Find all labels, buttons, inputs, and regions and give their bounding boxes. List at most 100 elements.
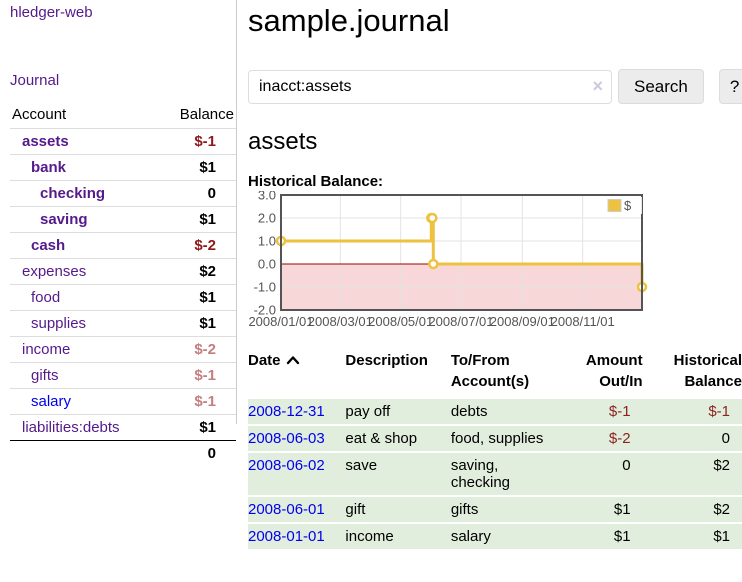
account-row: food $1 bbox=[10, 285, 236, 311]
register-header-accounts-line2: Account(s) bbox=[450, 373, 530, 390]
transaction-date-link[interactable]: 2008-06-02 bbox=[248, 457, 325, 474]
register-header-description: Description bbox=[345, 350, 450, 399]
account-link[interactable]: salary bbox=[31, 393, 72, 410]
page-title: sample.journal bbox=[248, 3, 450, 38]
transaction-accounts-cell: saving, checking bbox=[451, 452, 573, 496]
balance-chart-svg[interactable]: $3.0 2.0 1.0 0.0 -1.0 -2.02008/01/012008/03/0… bbox=[248, 188, 742, 333]
svg-text:3.0: 3.0 bbox=[258, 191, 276, 203]
transaction-balance: $-1 bbox=[708, 403, 730, 420]
transaction-accounts: gifts bbox=[450, 501, 479, 518]
account-cell: food bbox=[10, 285, 123, 311]
account-row: saving $1 bbox=[10, 207, 236, 233]
transaction-balance: $1 bbox=[713, 528, 730, 545]
register-header-amount: Amount Out/In bbox=[573, 350, 643, 399]
transaction-accounts: saving, checking bbox=[450, 457, 511, 491]
account-row: gifts $-1 bbox=[10, 363, 236, 389]
historical-balance-chart[interactable]: $3.0 2.0 1.0 0.0 -1.0 -2.0 2008/01/01 2008/03/0… bbox=[248, 188, 742, 333]
svg-text:2008/05/01: 2008/05/01 bbox=[368, 314, 433, 329]
account-cell: checking bbox=[10, 181, 123, 207]
register-table: Date Description To/From Account(s) Amou… bbox=[248, 350, 742, 551]
svg-text:2.0: 2.0 bbox=[258, 211, 276, 226]
account-link[interactable]: gifts bbox=[31, 367, 59, 384]
search-input[interactable] bbox=[248, 69, 612, 104]
account-link[interactable]: expenses bbox=[22, 263, 87, 280]
register-row: 2008-12-31 pay off debts $-1 $-1 bbox=[248, 399, 742, 425]
accounts-header-balance: Balance bbox=[123, 102, 236, 129]
transaction-date-cell: 2008-06-03 bbox=[248, 425, 345, 452]
transaction-accounts: food, supplies bbox=[450, 430, 544, 447]
legend-swatch-icon bbox=[607, 199, 622, 212]
search-input-wrap: × bbox=[248, 69, 612, 104]
account-balance: 0 bbox=[207, 185, 216, 202]
account-link[interactable]: food bbox=[31, 289, 61, 306]
sidebar-item-journal[interactable]: Journal bbox=[10, 72, 60, 89]
transaction-description: income bbox=[345, 528, 394, 545]
help-button[interactable]: ? bbox=[718, 69, 742, 104]
transaction-balance: 0 bbox=[721, 430, 730, 447]
clear-search-icon[interactable]: × bbox=[592, 75, 603, 96]
search-form: × Search ? bbox=[248, 69, 742, 104]
account-link[interactable]: supplies bbox=[31, 315, 87, 332]
account-row: income $-2 bbox=[10, 337, 236, 363]
account-link[interactable]: assets bbox=[22, 133, 69, 150]
transaction-accounts: salary bbox=[450, 528, 491, 545]
transaction-balance: $2 bbox=[713, 501, 730, 518]
transaction-date-link[interactable]: 2008-12-31 bbox=[248, 403, 325, 420]
register-header-balance-line1: Historical bbox=[673, 352, 742, 369]
register-header-row: Date Description To/From Account(s) Amou… bbox=[248, 350, 742, 399]
transaction-accounts-cell: food, supplies bbox=[451, 425, 573, 452]
register-row: 2008-06-02 save saving, checking 0 $2 bbox=[248, 452, 742, 496]
transaction-date-link[interactable]: 2008-06-01 bbox=[248, 501, 325, 518]
account-balance: $1 bbox=[199, 419, 216, 436]
register-header-amount-line1: Amount bbox=[585, 352, 643, 369]
account-cell: expenses bbox=[10, 259, 123, 285]
account-heading: assets bbox=[248, 128, 318, 155]
account-cell: saving bbox=[10, 207, 123, 233]
register-row: 2008-06-03 eat & shop food, supplies $-2… bbox=[248, 425, 742, 452]
account-balance: $-1 bbox=[194, 133, 216, 150]
transaction-date-cell: 2008-06-01 bbox=[248, 496, 345, 523]
account-link[interactable]: income bbox=[22, 341, 71, 358]
transaction-date-cell: 2008-06-02 bbox=[248, 452, 345, 496]
account-link[interactable]: bank bbox=[31, 159, 67, 176]
register-header-date[interactable]: Date bbox=[248, 350, 345, 399]
accounts-total-balance: 0 bbox=[207, 445, 216, 462]
register-header-accounts-line1: To/From bbox=[450, 352, 510, 369]
account-balance: $1 bbox=[199, 159, 216, 176]
app-brand-link[interactable]: hledger-web bbox=[10, 4, 93, 21]
search-button[interactable]: Search bbox=[618, 69, 704, 104]
account-link[interactable]: liabilities:debts bbox=[22, 419, 120, 436]
account-balance: $-1 bbox=[194, 393, 216, 410]
transaction-date-link[interactable]: 2008-01-01 bbox=[248, 528, 325, 545]
account-row: checking 0 bbox=[10, 181, 236, 207]
account-link[interactable]: checking bbox=[40, 185, 106, 202]
account-row: assets $-1 bbox=[10, 129, 236, 155]
account-cell: cash bbox=[10, 233, 123, 259]
account-balance: $-2 bbox=[194, 341, 216, 358]
account-row: expenses $2 bbox=[10, 259, 236, 285]
register-row: 2008-01-01 income salary $1 $1 bbox=[248, 523, 742, 550]
account-balance: $2 bbox=[199, 263, 216, 280]
transaction-description: save bbox=[345, 457, 378, 474]
accounts-total-row: 0 bbox=[10, 441, 236, 467]
account-row: supplies $1 bbox=[10, 311, 236, 337]
account-cell: gifts bbox=[10, 363, 123, 389]
account-cell: income bbox=[10, 337, 123, 363]
register-header-date-label: Date bbox=[248, 352, 281, 369]
transaction-accounts-cell: debts bbox=[451, 399, 573, 425]
svg-text:-1.0: -1.0 bbox=[254, 280, 276, 295]
accounts-header-account: Account bbox=[10, 102, 123, 129]
sidebar-divider bbox=[236, 0, 237, 424]
account-cell: salary bbox=[10, 389, 123, 415]
account-link[interactable]: cash bbox=[31, 237, 66, 254]
register-header-amount-line2: Out/In bbox=[599, 373, 643, 390]
account-balance: $-1 bbox=[194, 367, 216, 384]
sort-ascending-icon[interactable] bbox=[286, 352, 300, 369]
transaction-amount: $1 bbox=[613, 528, 631, 545]
transaction-date-link[interactable]: 2008-06-03 bbox=[248, 430, 325, 447]
account-cell: bank bbox=[10, 155, 123, 181]
account-link[interactable]: saving bbox=[40, 211, 88, 228]
account-cell: assets bbox=[10, 129, 123, 155]
transaction-description: pay off bbox=[345, 403, 391, 420]
account-balance: $1 bbox=[199, 315, 216, 332]
